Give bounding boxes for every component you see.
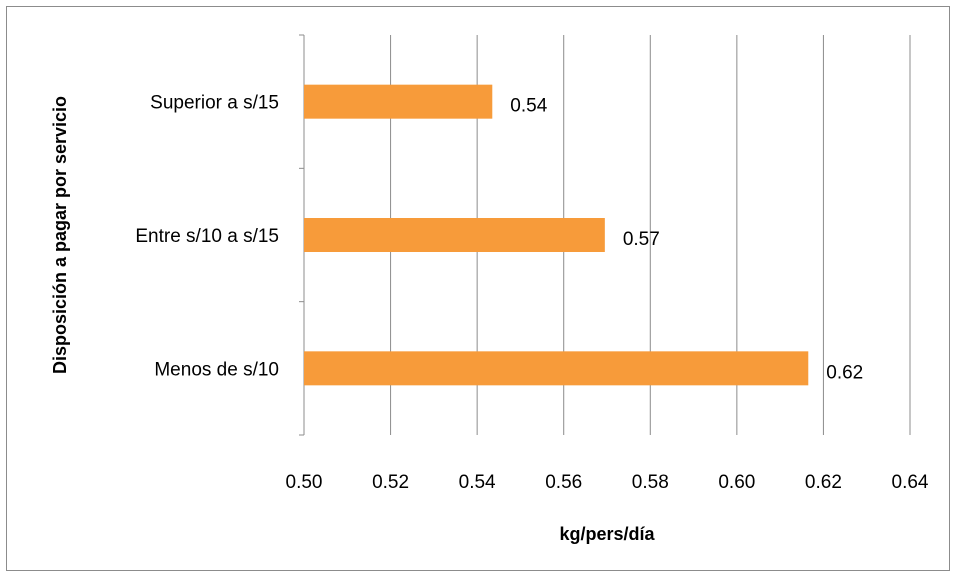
x-tick-label: 0.52 <box>372 472 409 493</box>
data-labels: 0.62 0.57 0.54 <box>510 96 863 384</box>
bars <box>304 84 809 386</box>
x-axis-title: kg/pers/día <box>559 524 655 544</box>
category-label: Superior a s/15 <box>150 93 279 114</box>
data-label: 0.54 <box>510 96 547 117</box>
data-label: 0.57 <box>623 229 660 250</box>
x-tick-label: 0.64 <box>892 472 929 493</box>
category-labels: Menos de s/10 Entre s/10 a s/15 Superior a… <box>135 93 279 381</box>
bar <box>304 84 493 119</box>
data-label: 0.62 <box>826 362 863 383</box>
y-axis-title: Disposición a pagar por servicio <box>50 96 70 374</box>
x-tick-label: 0.62 <box>805 472 842 493</box>
category-label: Entre s/10 a s/15 <box>135 226 279 247</box>
x-tick-label: 0.60 <box>718 472 755 493</box>
x-tick-label: 0.50 <box>286 472 323 493</box>
x-tick-label: 0.58 <box>632 472 669 493</box>
x-tick-labels: 0.50 0.52 0.54 0.56 0.58 0.60 0.62 0.64 <box>286 472 929 493</box>
bar <box>304 218 605 252</box>
bar <box>304 351 809 386</box>
category-label: Menos de s/10 <box>154 359 279 380</box>
x-tick-label: 0.56 <box>545 472 582 493</box>
x-tick-label: 0.54 <box>459 472 496 493</box>
